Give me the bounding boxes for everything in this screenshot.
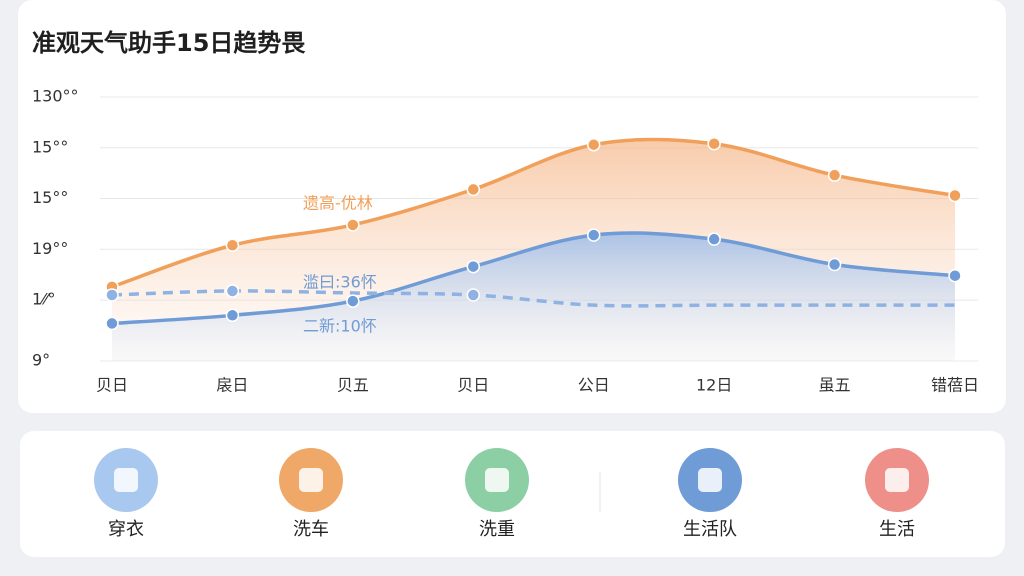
icon-glyph: [885, 468, 909, 492]
toolbar-label: 生活队: [683, 519, 737, 540]
icon-glyph: [698, 468, 722, 492]
chart-layer: 130°° 15°° 15°° 19°° 1⁄⁄° 9° 贝日 扆日 贝五 贝日 公日 12日 虽五 错蓓…: [32, 87, 979, 395]
point: [346, 294, 360, 308]
point: [105, 288, 119, 302]
toolbar-label: 穿衣: [108, 519, 144, 540]
toolbar-label: 生活: [879, 519, 915, 540]
annotation: 二新:10怀: [303, 317, 377, 336]
point: [466, 182, 481, 197]
x-tick-label: 虽五: [819, 376, 851, 395]
point: [466, 259, 481, 274]
point: [225, 308, 240, 323]
x-tick-label: 12日: [696, 376, 732, 395]
x-tick-label: 扆日: [216, 376, 248, 395]
toolbar-label: 洗重: [479, 519, 515, 540]
toolbar-item[interactable]: 洗车: [279, 448, 343, 540]
point: [586, 137, 601, 152]
x-tick-label: 贝五: [337, 376, 369, 395]
icon-glyph: [485, 468, 509, 492]
point: [827, 257, 842, 272]
y-tick-label: 19°°: [32, 239, 68, 258]
y-tick-label: 130°°: [32, 87, 79, 106]
line: [111, 137, 956, 289]
point: [707, 136, 721, 151]
point: [346, 218, 360, 232]
toolbar-label: 洗车: [293, 519, 329, 540]
point: [466, 288, 481, 302]
x-tick-label: 错蓓日: [931, 376, 979, 395]
x-tick-label: 公日: [578, 376, 610, 395]
toolbar-item[interactable]: 生活队: [678, 448, 742, 540]
icon-glyph: [299, 468, 323, 492]
point: [225, 284, 240, 298]
area: [112, 233, 955, 361]
y-tick-label: 1⁄⁄°: [32, 290, 56, 309]
y-tick-label: 15°°: [32, 188, 68, 207]
point: [827, 168, 842, 182]
point: [707, 232, 721, 246]
x-tick-label: 贝日: [457, 376, 489, 395]
annotation: 滥曰:36怀: [303, 273, 377, 292]
annotation: 遗高-优林: [303, 194, 373, 213]
y-tick-label: 15°°: [32, 137, 68, 156]
point: [105, 316, 119, 331]
point: [586, 228, 601, 242]
toolbar-item[interactable]: 穿衣: [94, 448, 158, 540]
line: [111, 231, 956, 326]
chart-title: 准观天气助手15日趋势畏: [32, 29, 306, 57]
y-tick-label: 9°: [32, 351, 50, 370]
toolbar-item[interactable]: 洗重: [465, 448, 529, 540]
x-tick-label: 贝日: [96, 376, 128, 395]
point: [948, 268, 962, 283]
point: [948, 188, 962, 203]
point: [225, 238, 240, 252]
icon-glyph: [114, 468, 138, 492]
toolbar-item[interactable]: 生活: [865, 448, 929, 540]
